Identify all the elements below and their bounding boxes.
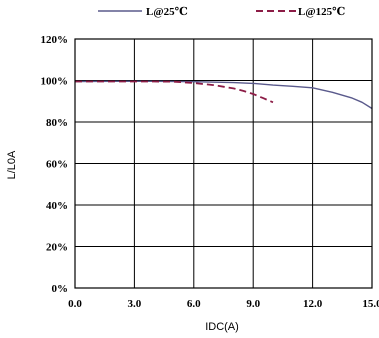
y-axis-label: L/L0A [6,150,18,179]
y-tick-label: 20% [46,242,68,254]
legend-label-1: L@25℃ [146,6,188,18]
legend-label-2: L@125℃ [298,6,345,18]
x-tick-label: 15.0 [362,298,379,310]
y-tick-label: 120% [41,34,69,46]
x-tick-label: 12.0 [303,298,323,310]
plot-frame [74,38,373,289]
x-tick-label: 3.0 [128,298,142,310]
series-line-2 [75,80,274,104]
y-tick-label: 40% [46,200,68,212]
grid [75,39,372,288]
y-tick-label: 60% [46,159,68,171]
x-tick-label: 0.0 [68,298,82,310]
series-layer [74,80,373,110]
y-tick-label: 80% [46,117,68,129]
y-tick-label: 0% [52,283,69,295]
y-axis-ticks: 0% 20% 40% 60% 80% 100% 120% [41,34,69,295]
y-tick-label: 100% [41,76,69,88]
x-axis-ticks: 0.0 3.0 6.0 9.0 12.0 15.0 [68,298,379,310]
series-line-1 [74,80,373,110]
legend: L@25℃ L@125℃ [98,6,345,18]
x-tick-label: 6.0 [187,298,201,310]
x-tick-label: 9.0 [246,298,260,310]
plot-border [74,38,373,289]
x-axis-label: IDC(A) [205,321,239,333]
